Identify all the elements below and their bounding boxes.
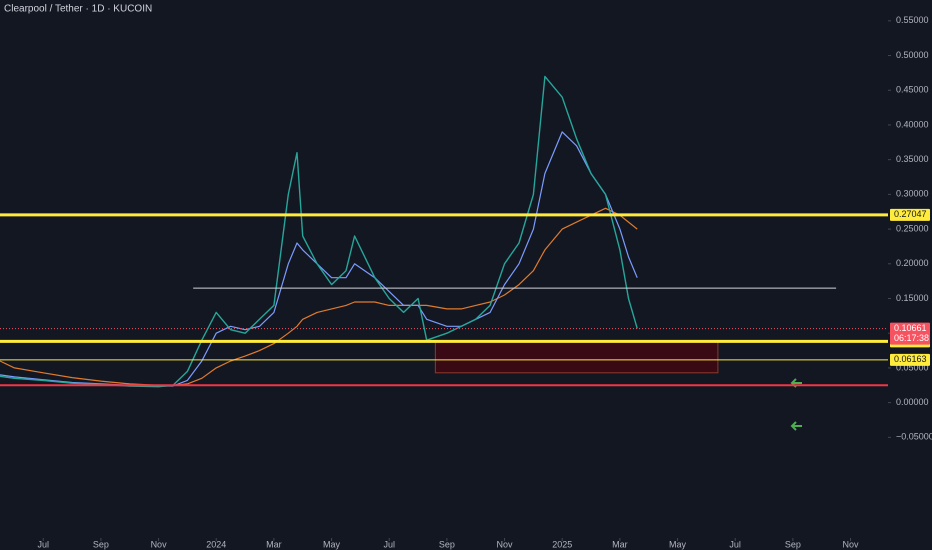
x-tick-label: May [669, 539, 687, 549]
arrow-icon [790, 421, 802, 431]
level-label-box [890, 353, 930, 366]
price-axis [888, 0, 932, 550]
time-axis [0, 538, 888, 550]
x-tick-label: Jul [729, 539, 741, 549]
y-tick-label: 0.25000 [896, 223, 929, 233]
y-tick-label: 0.45000 [896, 85, 929, 95]
x-tick-label: May [323, 539, 341, 549]
y-tick-label: 0.30000 [896, 189, 929, 199]
level-label: 0.27047 [894, 209, 927, 219]
x-tick-label: Jul [383, 539, 395, 549]
y-tick-label: 0.00000 [896, 397, 929, 407]
x-tick-label: 2024 [206, 539, 226, 549]
x-tick-label: Nov [497, 539, 514, 549]
x-tick-label: Sep [93, 539, 109, 549]
y-tick-label: 0.50000 [896, 50, 929, 60]
x-tick-label: Sep [785, 539, 801, 549]
y-tick-label: 0.55000 [896, 15, 929, 25]
zone [434, 340, 719, 374]
x-tick-label: Sep [439, 539, 455, 549]
y-tick-label: 0.35000 [896, 154, 929, 164]
x-tick-label: Mar [266, 539, 282, 549]
y-tick-label: 0.40000 [896, 119, 929, 129]
y-tick-label: 0.20000 [896, 258, 929, 268]
chart-title: Clearpool / Tether · 1D · KUCOIN [4, 4, 152, 15]
x-tick-label: Nov [151, 539, 168, 549]
level-label-box [890, 208, 930, 221]
y-tick-label: 0.05000 [896, 362, 929, 372]
x-tick-label: 2025 [552, 539, 572, 549]
price-label-box [890, 322, 930, 345]
x-tick-label: Nov [843, 539, 860, 549]
x-tick-label: Mar [612, 539, 628, 549]
level-label: 0.06163 [894, 354, 927, 364]
price-label: 0.10661 [894, 323, 927, 333]
y-tick-label: −0.05000 [896, 432, 932, 442]
x-tick-label: Jul [37, 539, 49, 549]
y-tick-label: 0.15000 [896, 293, 929, 303]
countdown-label: 06:17:38 [894, 333, 929, 343]
